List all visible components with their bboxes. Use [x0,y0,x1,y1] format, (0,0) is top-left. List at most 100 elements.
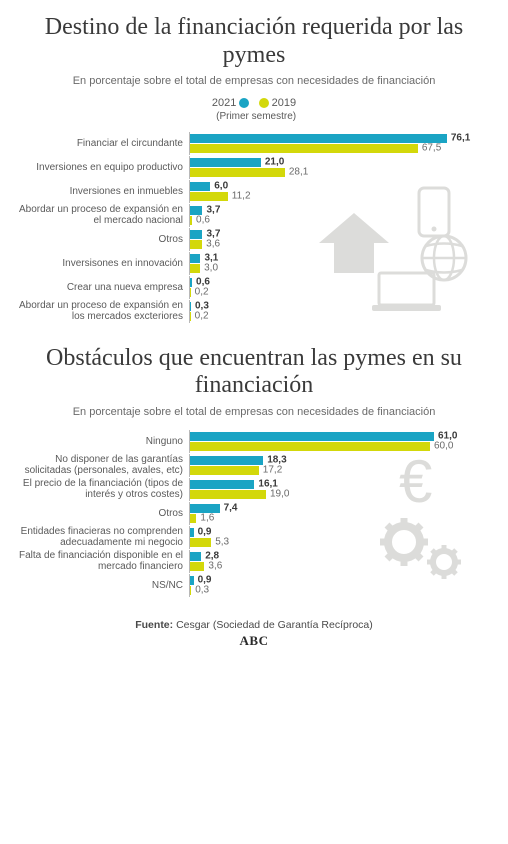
bars-cell: 0,30,2 [189,300,494,323]
bars-cell: 3,70,6 [189,204,494,227]
value-2019: 5,3 [211,537,229,548]
chart-row: NS/NC0,90,3 [14,574,494,597]
bar-2019: 19,0 [190,490,266,499]
bars-cell: 0,95,3 [189,526,494,549]
category-label: Inversiones en inmuebles [14,186,189,197]
category-label: Otros [14,234,189,245]
bar-2021: 6,0 [190,182,210,191]
bar-2021: 3,1 [190,254,200,263]
bars-cell: 3,73,6 [189,228,494,251]
bar-2019: 60,0 [190,442,430,451]
value-2019: 17,2 [259,465,282,476]
legend-year1-note: (Primer semestre) [216,111,296,122]
bar-2019: 0,2 [190,312,191,321]
bar-2021: 76,1 [190,134,447,143]
value-2019: 11,2 [228,191,251,202]
bar-2019: 3,6 [190,240,202,249]
bar-2021: 18,3 [190,456,263,465]
chart1: Financiar el circundante76,167,5Inversio… [14,132,494,323]
footer-brand: ABC [14,633,494,649]
category-label: No disponer de las garantías solicitadas… [14,454,189,476]
category-label: Inversiones en equipo productivo [14,162,189,173]
value-2019: 67,5 [418,143,441,154]
legend: 2021 2019 (Primer semestre) [14,97,494,123]
bar-2019: 0,6 [190,216,192,225]
chart-row: Inversisones en innovación3,13,0 [14,252,494,275]
chart2: Ninguno61,060,0No disponer de las garant… [14,430,494,597]
bar-2019: 0,2 [190,288,191,297]
footer-source-text: Cesgar (Sociedad de Garantía Recíproca) [176,619,373,631]
value-2019: 0,6 [192,215,210,226]
chart-row: Otros3,73,6 [14,228,494,251]
bars-cell: 7,41,6 [189,502,494,525]
bar-2021: 21,0 [190,158,261,167]
value-2019: 0,2 [191,311,209,322]
bars-cell: 16,119,0 [189,478,494,501]
bar-2019: 28,1 [190,168,285,177]
legend-year1: 2021 [212,97,236,109]
chart1-title: Destino de la financiación requerida por… [14,14,494,69]
chart-row: Inversiones en inmuebles6,011,2 [14,180,494,203]
category-label: El precio de la financiación (tipos de i… [14,478,189,500]
category-label: Abordar un proceso de expansión en los m… [14,300,189,322]
category-label: Otros [14,508,189,519]
value-2019: 28,1 [285,167,308,178]
value-2019: 3,0 [200,263,218,274]
value-2019: 3,6 [202,239,220,250]
bar-2021: 0,9 [190,528,194,537]
legend-dot-2019 [259,98,269,108]
footer-source: Fuente: Cesgar (Sociedad de Garantía Rec… [14,619,494,631]
value-2021: 76,1 [447,133,470,144]
value-2021: 6,0 [210,181,228,192]
bars-cell: 61,060,0 [189,430,494,453]
value-2021: 0,9 [194,527,212,538]
chart-row: Crear una nueva empresa0,60,2 [14,276,494,299]
bar-2021: 3,7 [190,206,202,215]
bar-2019: 3,0 [190,264,200,273]
value-2019: 3,6 [204,561,222,572]
chart-row: Entidades finacieras no comprenden adecu… [14,526,494,549]
category-label: Ninguno [14,436,189,447]
chart1-subtitle: En porcentaje sobre el total de empresas… [14,75,494,87]
bar-2019: 5,3 [190,538,211,547]
bar-2021: 16,1 [190,480,254,489]
bar-2021: 2,8 [190,552,201,561]
value-2019: 60,0 [430,441,453,452]
bar-2021: 0,6 [190,278,192,287]
bar-2019: 67,5 [190,144,418,153]
category-label: Inversisones en innovación [14,258,189,269]
bars-cell: 0,90,3 [189,574,494,597]
bar-2019: 17,2 [190,466,259,475]
bar-2019: 0,3 [190,586,191,595]
category-label: Falta de financiación disponible en el m… [14,550,189,572]
legend-dot-2021 [239,98,249,108]
chart-row: Abordar un proceso de expansión en los m… [14,300,494,323]
value-2019: 19,0 [266,489,289,500]
bar-2021: 61,0 [190,432,434,441]
chart-row: Financiar el circundante76,167,5 [14,132,494,155]
bars-cell: 76,167,5 [189,132,494,155]
bar-2021: 7,4 [190,504,220,513]
bars-cell: 0,60,2 [189,276,494,299]
bar-2021: 3,7 [190,230,202,239]
category-label: Abordar un proceso de expansión en el me… [14,204,189,226]
chart-row: Falta de financiación disponible en el m… [14,550,494,573]
bars-cell: 18,317,2 [189,454,494,477]
bar-2019: 11,2 [190,192,228,201]
value-2019: 0,2 [191,287,209,298]
chart2-subtitle: En porcentaje sobre el total de empresas… [14,406,494,418]
chart-row: Ninguno61,060,0 [14,430,494,453]
bars-cell: 6,011,2 [189,180,494,203]
bar-2021: 0,3 [190,302,191,311]
category-label: Crear una nueva empresa [14,282,189,293]
value-2019: 0,3 [191,585,209,596]
footer-source-label: Fuente: [135,619,173,631]
value-2019: 1,6 [196,513,214,524]
value-2021: 21,0 [261,157,284,168]
chart2-title: Obstáculos que encuentran las pymes en s… [14,345,494,400]
chart-row: Inversiones en equipo productivo21,028,1 [14,156,494,179]
chart-row: El precio de la financiación (tipos de i… [14,478,494,501]
category-label: NS/NC [14,580,189,591]
bar-2019: 1,6 [190,514,196,523]
category-label: Financiar el circundante [14,138,189,149]
